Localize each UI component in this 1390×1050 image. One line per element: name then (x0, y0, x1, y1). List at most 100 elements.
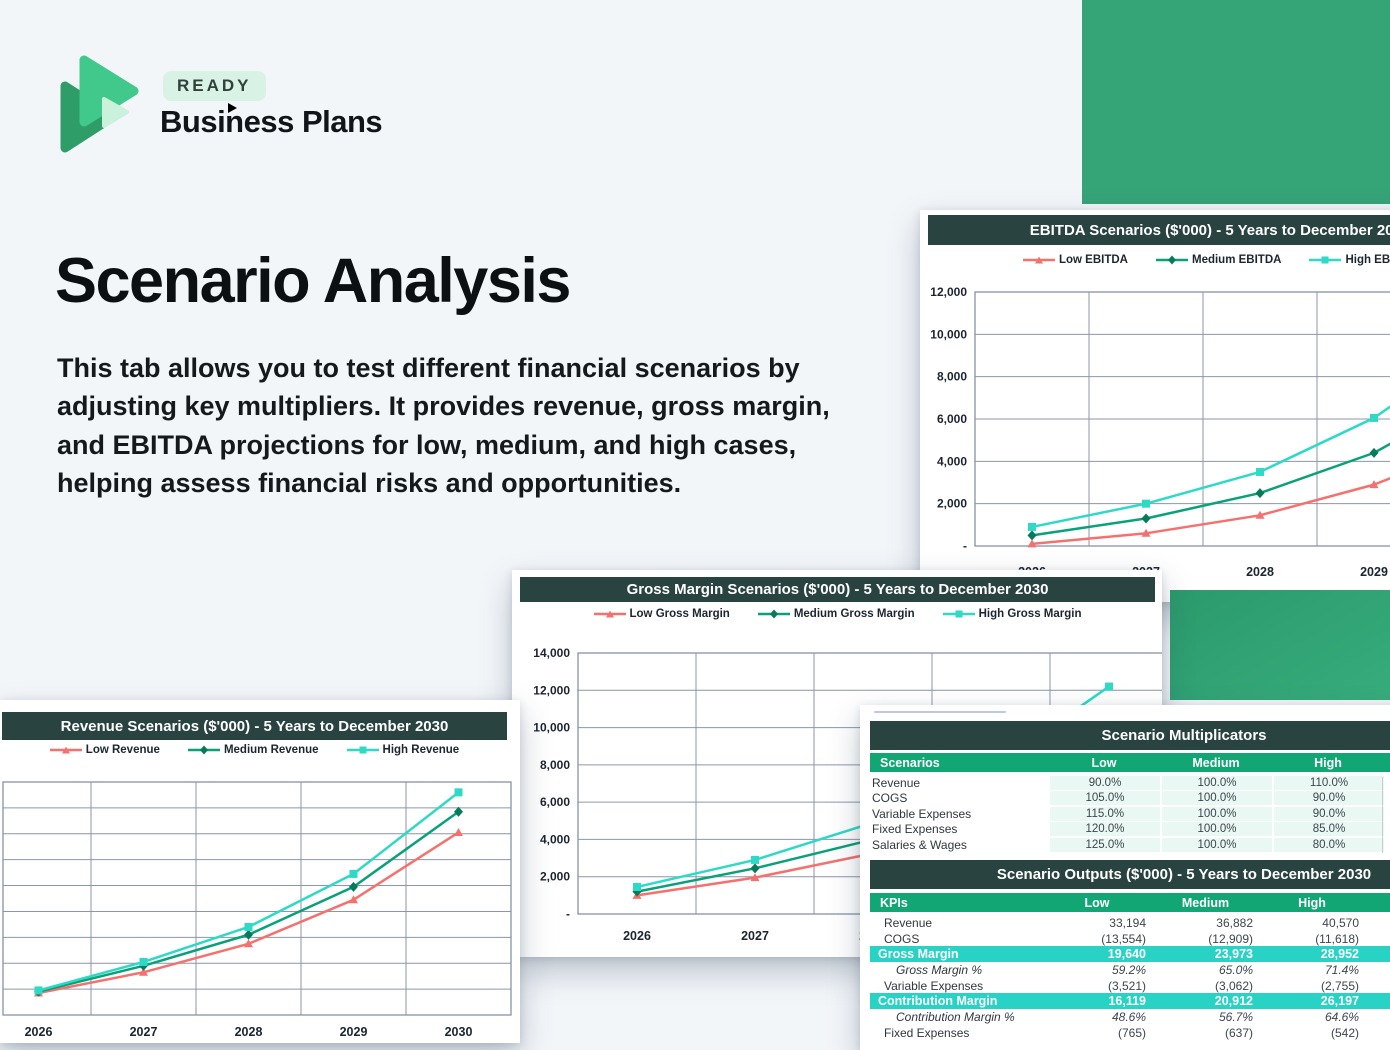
legend-item-high-revenue: High Revenue (346, 744, 460, 756)
cropped-column-border (1382, 777, 1383, 853)
play-cursor-icon (228, 103, 237, 113)
kpi-value-cell: 64.6% (1324, 1009, 1359, 1024)
column-header-low: Low (1091, 755, 1117, 770)
legend-label: Medium Revenue (223, 744, 319, 756)
kpi-value-cell: (765) (1117, 1025, 1146, 1040)
row-label: Gross Margin (878, 947, 959, 962)
revenue-chart: 2026 2027 2028 2029 2030 (2, 781, 512, 1039)
x-tick-label: 2029 (1360, 565, 1388, 579)
legend-label: Medium Gross Margin (793, 608, 915, 620)
legend-item-medium-gross-margin: Medium Gross Margin (757, 608, 915, 620)
marker-square (34, 986, 43, 995)
marker-triangle (1369, 480, 1379, 489)
y-tick-label: 12,000 (930, 285, 967, 299)
marker-square (633, 882, 641, 891)
kpi-value-cell: (13,554) (1101, 931, 1146, 946)
chart-edge-fragment (874, 711, 1006, 713)
series-line-high-ebitda (1031, 405, 1390, 529)
marker-diamond (1141, 513, 1151, 524)
marker-square (1142, 499, 1150, 508)
legend-marker-icon (49, 746, 82, 754)
legend-item-low-ebitda: Low EBITDA (1022, 254, 1128, 266)
kpi-value-cell: 56.7% (1218, 1009, 1253, 1024)
ebitda-chart-legend: Low EBITDA Medium EBITDA High EBITDA (928, 254, 1390, 266)
column-header-high: High (1314, 755, 1342, 770)
revenue-chart-legend: Low Revenue Medium Revenue High Revenue (2, 744, 507, 756)
marker-diamond (244, 929, 253, 940)
marker-triangle (1027, 539, 1037, 548)
marker-square (1028, 522, 1036, 531)
marker-square (349, 869, 358, 878)
y-tick-label: 14,000 (533, 646, 570, 660)
multiplicator-row-variable-expenses: Variable Expenses 115.0% 100.0% 90.0% (870, 806, 1384, 821)
kpi-value-cell: (11,618) (1315, 931, 1359, 946)
output-row-gross-margin: Gross Margin 19,640 23,973 28,952 (870, 946, 1390, 963)
brand-logo-icon (60, 55, 139, 153)
legend-item-medium-revenue: Medium Revenue (187, 744, 319, 756)
output-row-revenue: Revenue 33,194 36,882 40,570 (870, 915, 1390, 931)
multiplier-value-cell: 90.0% (1050, 776, 1160, 791)
column-header-scenarios: Scenarios (880, 755, 940, 770)
marker-diamond (349, 881, 358, 892)
y-tick-label: 6,000 (937, 412, 967, 426)
row-label: Fixed Expenses (884, 1025, 970, 1040)
kpi-value-cell: 28,952 (1320, 947, 1359, 962)
x-tick-label: 2028 (1246, 565, 1274, 579)
revenue-chart-panel: Revenue Scenarios ($'000) - 5 Years to D… (0, 700, 520, 1043)
legend-marker-icon (187, 745, 220, 755)
outputs-table-title: Scenario Outputs ($'000) - 5 Years to De… (870, 860, 1390, 889)
row-label: Variable Expenses (884, 978, 984, 993)
multiplicators-rows: Revenue 90.0% 100.0% 110.0% COGS 105.0% 100.0%… (870, 776, 1384, 852)
multiplier-value-cell: 120.0% (1050, 822, 1160, 837)
outputs-column-header-row: KPIs Low Medium High (870, 893, 1390, 912)
row-label: Variable Expenses (872, 806, 972, 821)
legend-label: High EBITDA (1345, 254, 1390, 266)
kpi-value-cell: (12,909) (1208, 931, 1253, 946)
legend-marker-icon (346, 746, 379, 754)
x-tick-label: 2030 (445, 1025, 473, 1039)
multiplier-value-cell: 100.0% (1162, 806, 1272, 821)
scenario-tables-panel: Scenario Multiplicators Scenarios Low Medi… (860, 705, 1390, 1050)
row-label: Fixed Expenses (872, 822, 958, 837)
output-row-fixed-expenses: Fixed Expenses (765) (637) (542) (870, 1025, 1390, 1041)
multiplier-value-cell: 80.0% (1274, 837, 1384, 852)
kpi-value-cell: (542) (1330, 1025, 1359, 1040)
kpi-value-cell: 36,882 (1216, 915, 1253, 930)
x-tick-label: 2027 (741, 929, 769, 943)
legend-label: High Revenue (382, 744, 460, 756)
legend-marker-icon (1309, 256, 1342, 264)
gross-margin-chart-legend: Low Gross Margin Medium Gross Margin High … (520, 608, 1155, 620)
legend-marker-icon (942, 610, 975, 618)
series-line-medium-ebitda (1031, 442, 1390, 537)
output-row-contribution-margin: Contribution Margin 16,119 20,912 26,197 (870, 993, 1390, 1010)
multiplier-value-cell: 115.0% (1050, 806, 1160, 821)
kpi-value-cell: (2,755) (1320, 978, 1359, 993)
legend-marker-icon (593, 610, 626, 618)
y-tick-label: 2,000 (540, 870, 570, 884)
legend-item-high-ebitda: High EBITDA (1309, 254, 1390, 266)
legend-item-low-revenue: Low Revenue (49, 744, 160, 756)
ebitda-chart: 2,0004,0006,0008,00010,00012,000-2026202… (930, 285, 1390, 579)
marker-diamond (750, 863, 760, 874)
kpi-value-cell: (637) (1224, 1025, 1253, 1040)
y-tick-label: 6,000 (540, 795, 570, 809)
decorative-green-block-middle (1170, 590, 1390, 700)
multiplier-value-cell: 90.0% (1274, 791, 1384, 806)
multiplicator-row-salaries-wages: Salaries & Wages 125.0% 100.0% 80.0% (870, 837, 1384, 852)
output-row-contribution-margin-: Contribution Margin % 48.6% 56.7% 64.6% (870, 1009, 1390, 1025)
kpi-value-cell: 23,973 (1214, 947, 1253, 962)
marker-square (1256, 467, 1264, 476)
x-tick-label: 2026 (623, 929, 651, 943)
legend-label: High Gross Margin (978, 608, 1082, 620)
y-tick-label: 8,000 (540, 758, 570, 772)
decorative-green-block-top (1082, 0, 1390, 204)
x-tick-label: 2028 (235, 1025, 263, 1039)
legend-item-medium-ebitda: Medium EBITDA (1155, 254, 1281, 266)
y-tick-label: 12,000 (533, 683, 570, 697)
column-header-medium: Medium (1192, 755, 1240, 770)
multiplicators-column-header-row: Scenarios Low Medium High (870, 753, 1390, 772)
marker-triangle (1255, 510, 1265, 519)
row-label: Salaries & Wages (872, 837, 967, 852)
marker-diamond (1369, 447, 1379, 458)
legend-item-low-gross-margin: Low Gross Margin (593, 608, 730, 620)
